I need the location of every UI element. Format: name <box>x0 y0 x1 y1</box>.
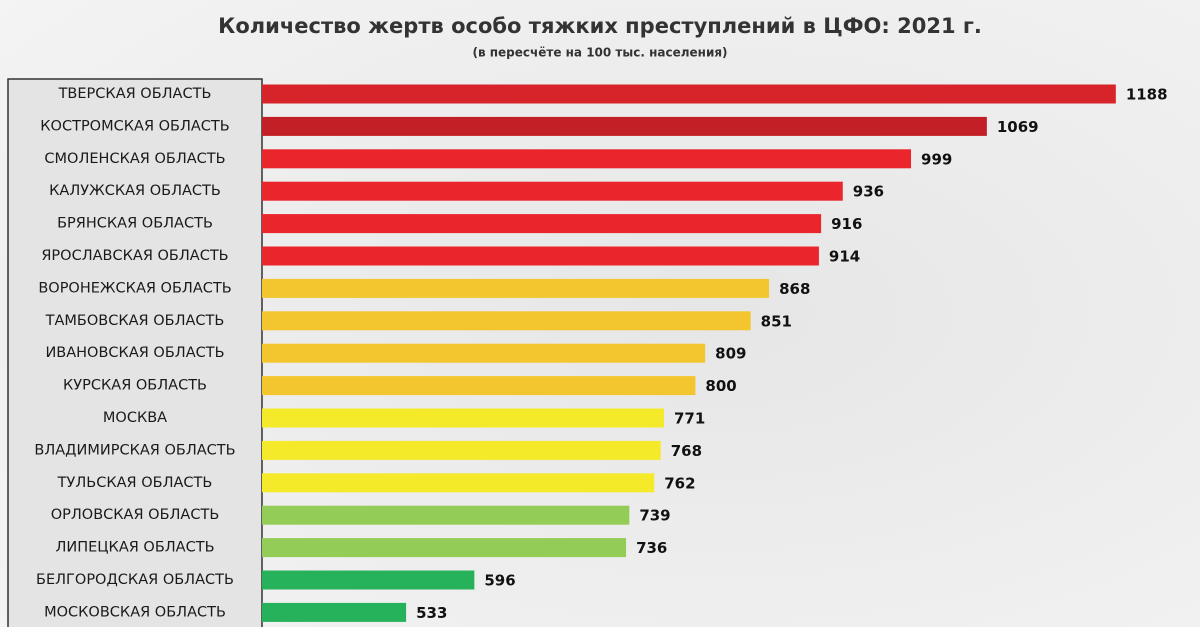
category-label: СМОЛЕНСКАЯ ОБЛАСТЬ <box>44 151 225 167</box>
category-label: БРЯНСКАЯ ОБЛАСТЬ <box>57 216 213 232</box>
bar <box>262 116 987 136</box>
value-label: 916 <box>831 215 862 233</box>
value-label: 999 <box>921 150 952 168</box>
bar <box>262 246 819 266</box>
chart-subtitle: (в пересчёте на 100 тыс. населения) <box>472 46 727 60</box>
category-label: КУРСКАЯ ОБЛАСТЬ <box>63 378 207 394</box>
value-label: 768 <box>671 442 702 460</box>
category-label: ТУЛЬСКАЯ ОБЛАСТЬ <box>57 475 213 491</box>
bar <box>262 84 1116 104</box>
category-label: ЛИПЕЦКАЯ ОБЛАСТЬ <box>55 540 214 556</box>
label-panel <box>7 78 263 627</box>
value-label: 596 <box>484 572 515 590</box>
category-label: МОСКОВСКАЯ ОБЛАСТЬ <box>44 604 226 620</box>
value-label: 800 <box>705 377 736 395</box>
bar <box>262 376 696 396</box>
bar <box>262 408 664 428</box>
category-label: ВОРОНЕЖСКАЯ ОБЛАСТЬ <box>38 280 231 296</box>
category-label: ТАМБОВСКАЯ ОБЛАСТЬ <box>45 313 225 329</box>
value-label: 868 <box>779 280 810 298</box>
category-label: ИВАНОВСКАЯ ОБЛАСТЬ <box>45 345 224 361</box>
value-label: 1069 <box>997 118 1039 136</box>
category-label: ТВЕРСКАЯ ОБЛАСТЬ <box>58 86 212 102</box>
bar <box>262 602 407 622</box>
value-label: 1188 <box>1126 86 1168 104</box>
bar <box>262 505 630 525</box>
category-label: ВЛАДИМИРСКАЯ ОБЛАСТЬ <box>34 442 235 458</box>
value-label: 736 <box>636 539 667 557</box>
value-label: 533 <box>416 604 447 622</box>
value-label: 851 <box>761 312 792 330</box>
value-label: 936 <box>853 183 884 201</box>
value-label: 762 <box>664 474 695 492</box>
category-label: БЕЛГОРОДСКАЯ ОБЛАСТЬ <box>36 572 234 588</box>
bar <box>262 570 475 590</box>
value-label: 809 <box>715 345 746 363</box>
category-label: ЯРОСЛАВСКАЯ ОБЛАСТЬ <box>41 248 228 264</box>
chart-title: Количество жертв особо тяжких преступлен… <box>218 14 982 38</box>
bar <box>262 538 627 558</box>
category-label: КОСТРОМСКАЯ ОБЛАСТЬ <box>40 118 230 134</box>
bar <box>262 181 843 201</box>
category-label: КАЛУЖСКАЯ ОБЛАСТЬ <box>49 183 221 199</box>
bar <box>262 278 770 298</box>
bar <box>262 473 655 493</box>
bar <box>262 343 706 363</box>
bar <box>262 311 751 331</box>
value-label: 739 <box>639 507 670 525</box>
value-label: 771 <box>674 410 705 428</box>
bar <box>262 214 822 234</box>
bar <box>262 440 661 460</box>
value-label: 914 <box>829 248 860 266</box>
category-label: ОРЛОВСКАЯ ОБЛАСТЬ <box>51 507 220 523</box>
bar <box>262 149 912 169</box>
category-label: МОСКВА <box>103 410 167 426</box>
